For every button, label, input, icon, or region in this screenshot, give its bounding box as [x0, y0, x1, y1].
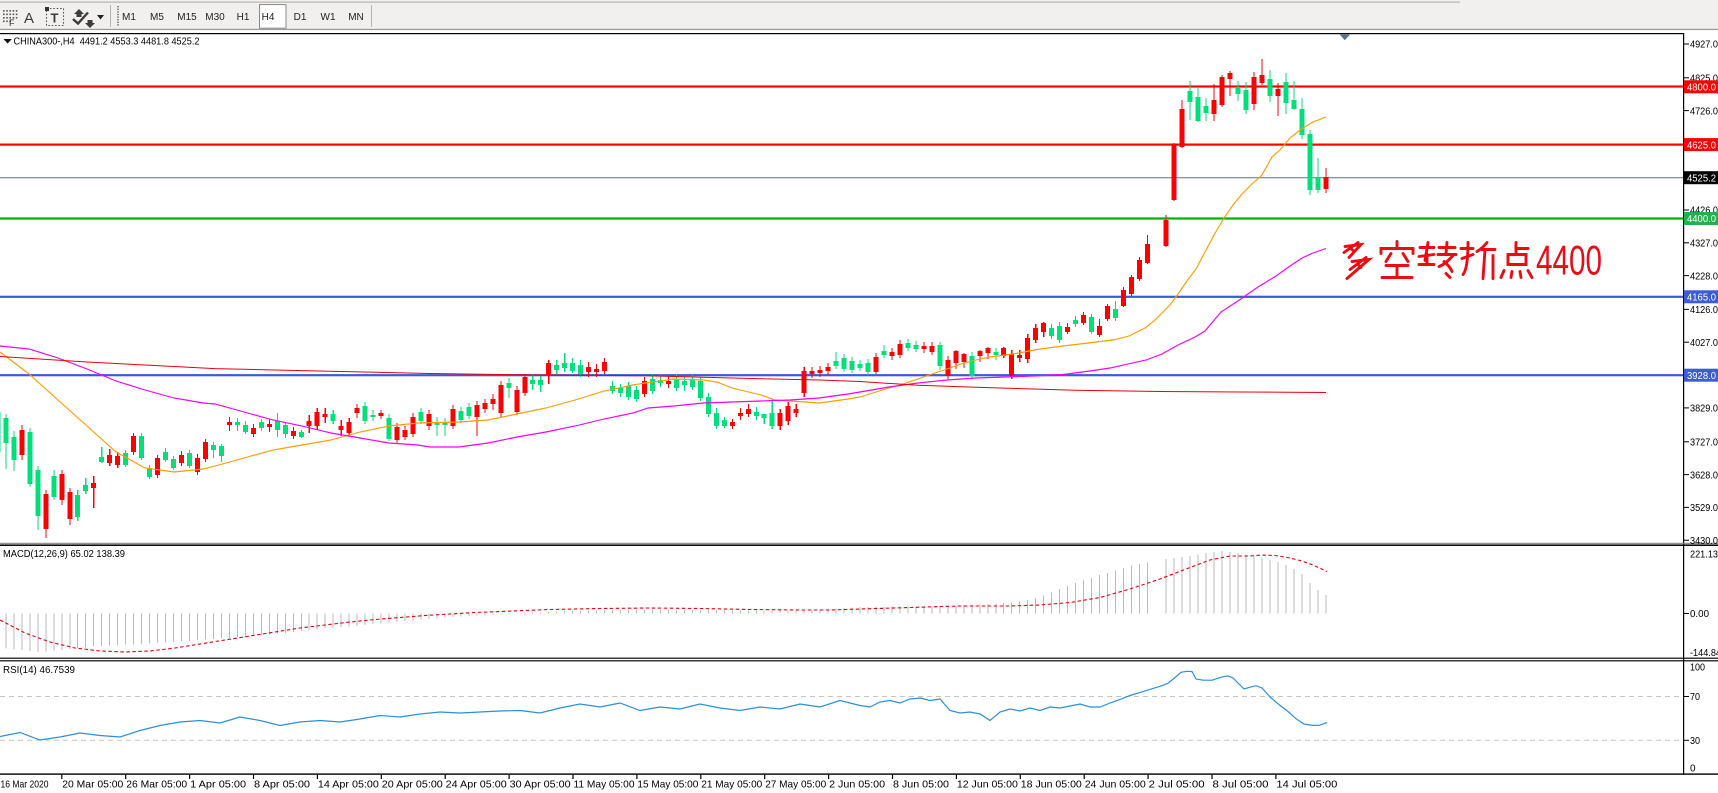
- svg-text:CHINA300-,H4 4491.2 4553.3 44: CHINA300-,H4 4491.2 4553.3 4481.8 4525.2: [14, 36, 200, 48]
- svg-text:20 Mar 05:00: 20 Mar 05:00: [62, 779, 123, 791]
- svg-text:4825.0: 4825.0: [1690, 74, 1718, 85]
- svg-text:4927.0: 4927.0: [1690, 40, 1718, 51]
- svg-text:H4: H4: [262, 12, 275, 23]
- svg-text:M5: M5: [150, 12, 164, 23]
- svg-text:4426.0: 4426.0: [1690, 206, 1718, 217]
- svg-text:A: A: [24, 10, 34, 27]
- svg-text:221.13: 221.13: [1690, 549, 1718, 560]
- svg-text:M15: M15: [177, 12, 197, 23]
- svg-text:F: F: [9, 18, 15, 28]
- svg-text:8 Apr 05:00: 8 Apr 05:00: [254, 779, 310, 791]
- svg-text:4400: 4400: [1536, 237, 1602, 284]
- svg-text:4327.0: 4327.0: [1690, 239, 1718, 250]
- svg-text:8 Jun 05:00: 8 Jun 05:00: [893, 779, 949, 791]
- svg-text:RSI(14) 46.7539: RSI(14) 46.7539: [3, 664, 75, 676]
- svg-text:4800.0: 4800.0: [1687, 83, 1716, 94]
- svg-text:2 Jun 05:00: 2 Jun 05:00: [829, 779, 885, 791]
- svg-text:8 Jul 05:00: 8 Jul 05:00: [1213, 779, 1269, 791]
- svg-text:MACD(12,26,9) 65.02 138.39: MACD(12,26,9) 65.02 138.39: [3, 548, 125, 560]
- svg-text:3928.0: 3928.0: [1687, 371, 1716, 382]
- svg-text:3430.0: 3430.0: [1690, 536, 1718, 547]
- svg-text:4726.0: 4726.0: [1690, 106, 1718, 117]
- svg-text:3628.0: 3628.0: [1690, 470, 1718, 481]
- svg-text:M30: M30: [205, 12, 225, 23]
- svg-text:T: T: [51, 11, 59, 26]
- svg-text:M1: M1: [122, 12, 136, 23]
- svg-text:1 Apr 05:00: 1 Apr 05:00: [190, 779, 246, 791]
- svg-text:70: 70: [1690, 692, 1700, 703]
- svg-text:21 May 05:00: 21 May 05:00: [701, 779, 762, 791]
- svg-text:4165.0: 4165.0: [1687, 293, 1716, 304]
- svg-text:2 Jul 05:00: 2 Jul 05:00: [1149, 779, 1205, 791]
- svg-text:0.00: 0.00: [1690, 609, 1709, 620]
- svg-text:100: 100: [1690, 663, 1705, 674]
- svg-text:14 Jul 05:00: 14 Jul 05:00: [1276, 779, 1337, 791]
- svg-text:15 May 05:00: 15 May 05:00: [637, 779, 698, 791]
- svg-text:30 Apr 05:00: 30 Apr 05:00: [510, 779, 571, 791]
- svg-text:D1: D1: [294, 12, 307, 23]
- svg-text:20 Apr 05:00: 20 Apr 05:00: [382, 779, 443, 791]
- svg-text:3829.0: 3829.0: [1690, 404, 1718, 415]
- svg-text:-144.84: -144.84: [1690, 648, 1718, 659]
- svg-text:24 Jun 05:00: 24 Jun 05:00: [1085, 779, 1146, 791]
- svg-text:4400.0: 4400.0: [1687, 214, 1716, 225]
- svg-text:3727.0: 3727.0: [1690, 438, 1718, 449]
- svg-text:27 May 05:00: 27 May 05:00: [765, 779, 826, 791]
- svg-text:W1: W1: [321, 12, 336, 23]
- svg-text:26 Mar 05:00: 26 Mar 05:00: [126, 779, 187, 791]
- svg-text:4625.0: 4625.0: [1687, 140, 1716, 151]
- svg-text:4126.0: 4126.0: [1690, 305, 1718, 316]
- svg-text:18 Jun 05:00: 18 Jun 05:00: [1021, 779, 1082, 791]
- svg-text:3529.0: 3529.0: [1690, 503, 1718, 514]
- svg-text:MN: MN: [348, 12, 364, 23]
- svg-text:4027.0: 4027.0: [1690, 338, 1718, 349]
- svg-text:4228.0: 4228.0: [1690, 271, 1718, 282]
- svg-text:30: 30: [1690, 736, 1700, 747]
- svg-text:14 Apr 05:00: 14 Apr 05:00: [318, 779, 379, 791]
- svg-text:H1: H1: [237, 12, 250, 23]
- svg-text:12 Jun 05:00: 12 Jun 05:00: [957, 779, 1018, 791]
- svg-text:4525.2: 4525.2: [1687, 173, 1716, 184]
- svg-text:16 Mar 2020: 16 Mar 2020: [1, 779, 49, 791]
- svg-text:0: 0: [1690, 763, 1696, 774]
- svg-text:24 Apr 05:00: 24 Apr 05:00: [446, 779, 507, 791]
- svg-text:11 May 05:00: 11 May 05:00: [574, 779, 635, 791]
